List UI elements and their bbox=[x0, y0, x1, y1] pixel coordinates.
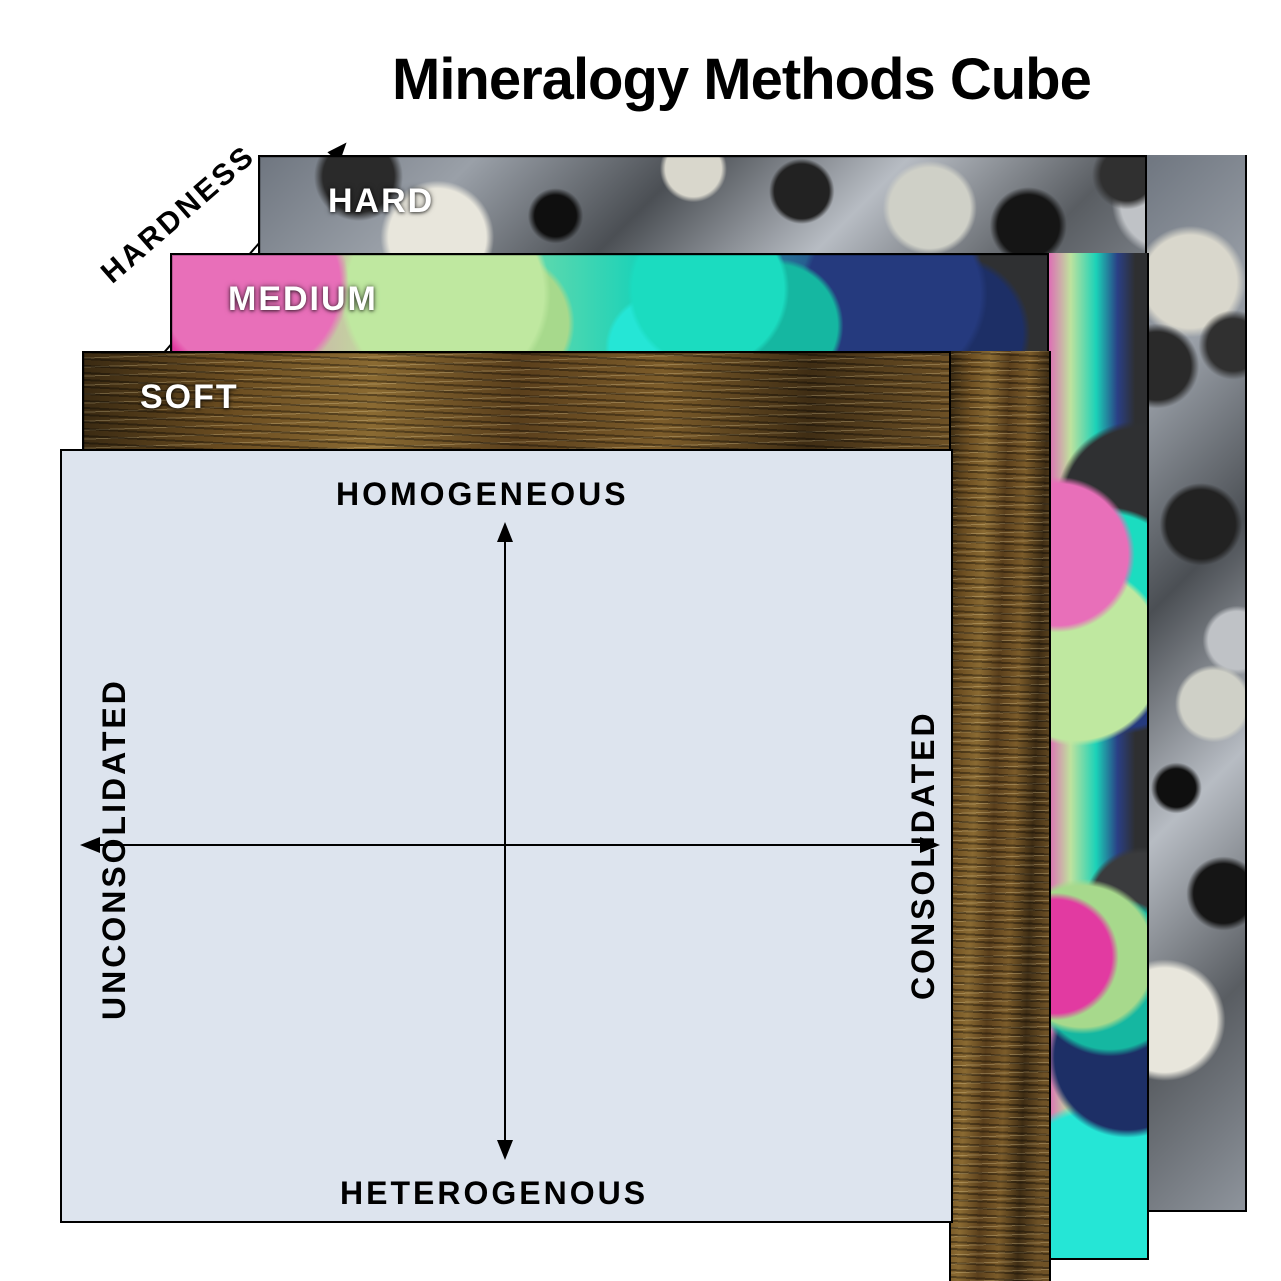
front-face bbox=[60, 449, 953, 1223]
diagram-title: Mineralogy Methods Cube bbox=[392, 46, 1091, 113]
quadrant-label-left: UNCONSOLIDATED bbox=[96, 678, 133, 1020]
layer-soft-label: SOFT bbox=[140, 378, 239, 417]
layer-hard-label: HARD bbox=[328, 182, 434, 221]
quadrant-label-bottom: HETEROGENOUS bbox=[340, 1175, 648, 1212]
layer-medium-side bbox=[1047, 253, 1149, 1260]
layer-hard-side bbox=[1145, 155, 1247, 1212]
layer-medium-label: MEDIUM bbox=[228, 280, 378, 319]
layer-soft-side bbox=[949, 351, 1051, 1281]
diagram-stage: Mineralogy Methods Cube HARDNESS HARD ME… bbox=[0, 0, 1281, 1281]
quadrant-label-right: CONSOLIDATED bbox=[905, 710, 942, 1000]
quadrant-label-top: HOMOGENEOUS bbox=[336, 476, 629, 513]
